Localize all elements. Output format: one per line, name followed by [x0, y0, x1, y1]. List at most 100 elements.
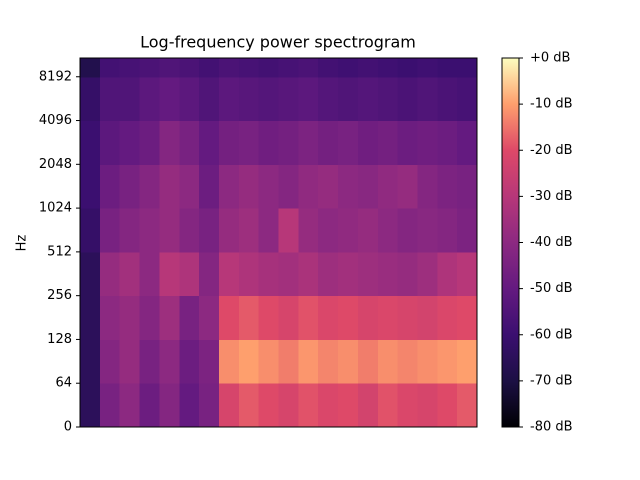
spectrogram-cell [159, 58, 180, 78]
spectrogram-cell [218, 208, 240, 253]
spectrogram-cell [298, 120, 319, 165]
spectrogram-cell [298, 383, 319, 428]
spectrogram-cell [338, 120, 359, 165]
y-tick-label: 8192 [39, 69, 72, 84]
spectrogram-cell [298, 208, 319, 253]
y-tick-label: 64 [55, 376, 72, 391]
spectrogram-cell [338, 164, 359, 209]
spectrogram-cell [179, 164, 200, 209]
spectrogram-cell [238, 339, 260, 384]
spectrogram-cell [298, 339, 319, 384]
spectrogram-cell [80, 251, 101, 297]
spectrogram-cell [199, 295, 220, 340]
spectrogram-cell [258, 58, 279, 78]
spectrogram-cell [238, 58, 260, 78]
spectrogram-cell [119, 295, 141, 340]
spectrogram-cell [437, 76, 458, 122]
spectrogram-cell [318, 295, 339, 340]
spectrogram-cell [298, 58, 319, 78]
spectrogram-cell [159, 251, 180, 297]
spectrogram-cell [199, 208, 220, 253]
spectrogram-cell [278, 120, 299, 165]
spectrogram-cell [377, 208, 399, 253]
spectrogram-cell [457, 383, 478, 428]
spectrogram-cell [179, 251, 200, 297]
spectrogram-cell [218, 58, 240, 78]
y-tick-label: 1024 [39, 201, 72, 216]
spectrogram-cell [218, 164, 240, 209]
spectrogram-cell [298, 164, 319, 209]
spectrogram-cell [338, 58, 359, 78]
spectrogram-cell [238, 208, 260, 253]
spectrogram-cell [80, 164, 101, 209]
spectrogram-cell [159, 383, 180, 428]
spectrogram-cell [179, 383, 200, 428]
spectrogram-cell [377, 58, 399, 78]
spectrogram-cell [357, 295, 379, 340]
spectrogram-cell [119, 164, 141, 209]
spectrogram-cell [139, 76, 160, 122]
spectrogram-cell [99, 383, 121, 428]
spectrogram-cell [139, 295, 160, 340]
spectrogram-cell [99, 295, 121, 340]
spectrogram-cell [99, 164, 121, 209]
spectrogram-cell [119, 383, 141, 428]
spectrogram-cell [397, 58, 418, 78]
spectrogram-cell [159, 339, 180, 384]
spectrogram-cell [397, 383, 418, 428]
spectrogram-cell [99, 339, 121, 384]
spectrogram-cell [99, 251, 121, 297]
spectrogram-cell [278, 164, 299, 209]
spectrogram-cell [99, 120, 121, 165]
spectrogram-cell [457, 208, 478, 253]
spectrogram-cell [338, 76, 359, 122]
spectrogram-cell [199, 58, 220, 78]
spectrogram-cell [397, 164, 418, 209]
colorbar-tick-label: -20 dB [530, 143, 573, 158]
spectrogram-cell [238, 120, 260, 165]
spectrogram-cell [139, 339, 160, 384]
spectrogram-cell [437, 251, 458, 297]
spectrogram-cell [338, 208, 359, 253]
spectrogram-cell [397, 251, 418, 297]
spectrogram-cell [218, 120, 240, 165]
spectrogram-cell [80, 76, 101, 122]
spectrogram-cell [179, 208, 200, 253]
spectrogram-cell [457, 339, 478, 384]
spectrogram-cell [437, 208, 458, 253]
spectrogram-cell [338, 339, 359, 384]
spectrogram-cell [258, 295, 279, 340]
spectrogram-cell [139, 383, 160, 428]
spectrogram-cell [99, 58, 121, 78]
spectrogram-cell [80, 339, 101, 384]
spectrogram-cell [258, 383, 279, 428]
spectrogram-cell [397, 295, 418, 340]
spectrogram-cell [139, 208, 160, 253]
colorbar-tick-label: -10 dB [530, 97, 573, 112]
spectrogram-cell [437, 120, 458, 165]
spectrogram-cell [218, 383, 240, 428]
spectrogram-cell [179, 295, 200, 340]
spectrogram-cell [417, 58, 438, 78]
spectrogram-cell [457, 58, 478, 78]
spectrogram-cell [80, 208, 101, 253]
spectrogram-cell [278, 339, 299, 384]
spectrogram-cell [159, 295, 180, 340]
spectrogram-cell [258, 339, 279, 384]
spectrogram-cell [139, 120, 160, 165]
colorbar-tick-label: +0 dB [530, 51, 570, 66]
spectrogram-cell [318, 120, 339, 165]
spectrogram-cell [377, 339, 399, 384]
spectrogram-cell [80, 120, 101, 165]
spectrogram-cell [357, 120, 379, 165]
spectrogram-cell [298, 295, 319, 340]
colorbar-tick-label: -80 dB [530, 420, 573, 435]
spectrogram-cell [357, 76, 379, 122]
spectrogram-cell [179, 339, 200, 384]
plot-frame [79, 57, 478, 428]
spectrogram-cell [238, 383, 260, 428]
spectrogram-cell [417, 251, 438, 297]
spectrogram-cell [318, 383, 339, 428]
spectrogram-cell [218, 295, 240, 340]
